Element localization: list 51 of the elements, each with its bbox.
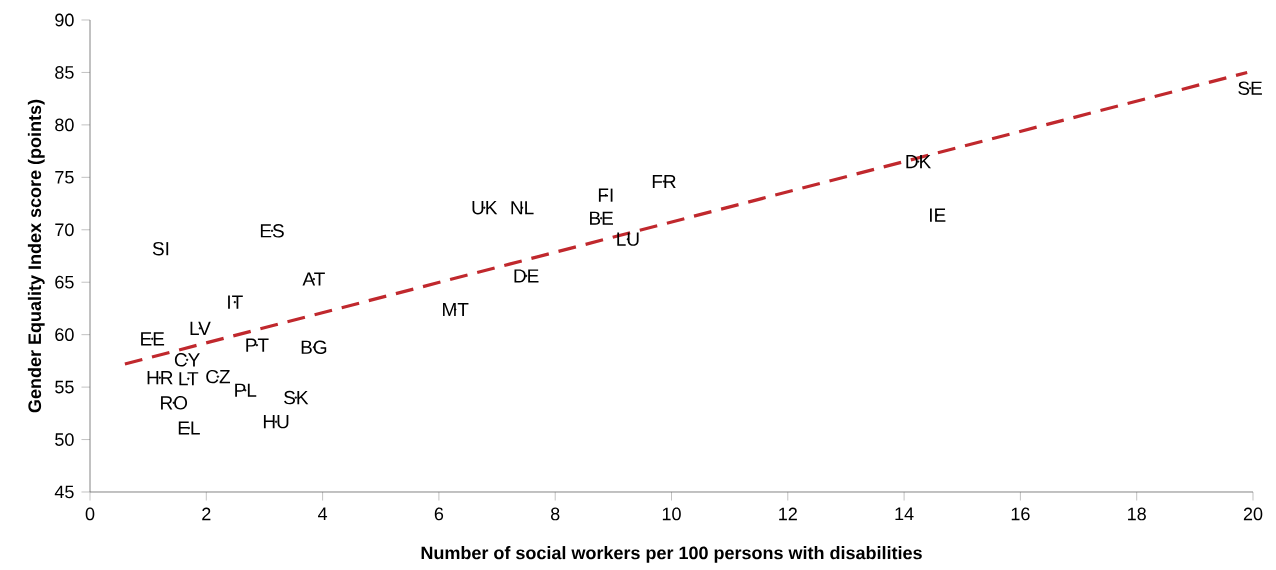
data-label: IE: [930, 208, 946, 222]
y-tick-label: 60: [55, 328, 74, 342]
data-label: HR: [147, 371, 173, 385]
x-tick-label: 2: [202, 507, 211, 521]
data-label: FR: [652, 175, 676, 189]
data-label: SE: [1238, 81, 1262, 96]
data-label: DE: [514, 269, 539, 283]
data-label: SK: [284, 391, 309, 405]
data-label: LV: [190, 322, 211, 336]
y-tick-label: 75: [55, 171, 74, 184]
data-label: MT: [443, 303, 469, 317]
data-label: NL: [511, 201, 534, 215]
x-tick-label: 4: [318, 507, 328, 521]
x-tick-label: 6: [434, 507, 444, 521]
x-axis-title: Number of social workers per 100 persons with disabilities: [421, 546, 922, 564]
y-tick-label: 55: [55, 381, 74, 394]
x-tick-label: 12: [779, 507, 797, 521]
x-tick-label: 20: [1243, 507, 1263, 521]
data-label: RO: [161, 396, 188, 410]
x-tick-label: 0: [85, 507, 95, 521]
data-label: EL: [178, 421, 200, 435]
y-tick-label: 90: [55, 13, 74, 27]
y-tick-label: 80: [55, 118, 74, 132]
y-axis-title: Gender Equality Index score (points): [27, 100, 45, 413]
data-label: CY: [174, 353, 200, 367]
data-label: PL: [235, 383, 257, 398]
y-tick-label: 70: [55, 223, 74, 237]
data-label: FI: [598, 188, 613, 202]
data-label: DK: [906, 155, 932, 169]
x-tick-label: 18: [1128, 507, 1146, 521]
y-tick-label: 50: [55, 433, 74, 447]
data-label: EE: [141, 332, 165, 346]
x-tick-label: 16: [1011, 507, 1030, 521]
data-label: LU: [617, 232, 639, 247]
data-label: BE: [590, 211, 613, 226]
x-tick-label: 10: [662, 507, 681, 521]
data-label: BG: [301, 340, 327, 355]
y-tick-label: 65: [55, 276, 74, 289]
data-label: SI: [152, 242, 169, 256]
data-label: UK: [472, 201, 498, 215]
data-label: PT: [246, 338, 269, 352]
x-tick-label: 8: [550, 507, 560, 521]
data-label: IT: [228, 295, 243, 309]
y-tick-label: 45: [54, 485, 74, 499]
data-label: AT: [302, 272, 325, 286]
data-label: HU: [263, 415, 289, 429]
data-label: CZ: [206, 370, 230, 384]
y-tick-label: 85: [55, 66, 74, 80]
data-label: ES: [260, 224, 284, 238]
x-tick-label: 14: [895, 507, 914, 521]
data-label: LT: [179, 372, 199, 386]
